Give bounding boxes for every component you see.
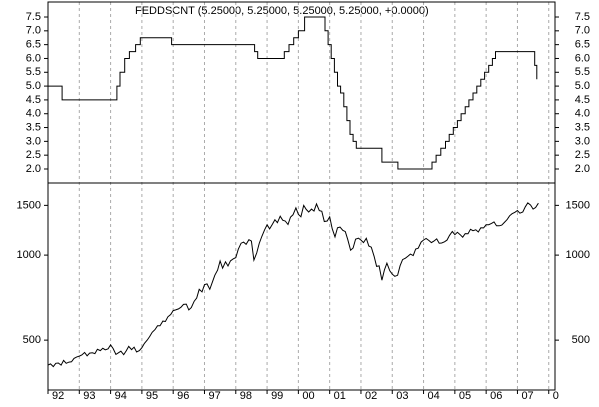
- y-tick-label: 5.0: [575, 80, 590, 92]
- data-line: [47, 202, 539, 368]
- y-tick-label: 4.5: [575, 94, 590, 106]
- y-tick-label: 6.5: [26, 39, 41, 51]
- x-tick-label: 92: [52, 390, 64, 402]
- x-tick-label: 0: [553, 390, 559, 402]
- y-tick-label: 500: [23, 334, 41, 346]
- y-tick-label: 5.0: [26, 80, 41, 92]
- y-tick-label: 2.5: [575, 149, 590, 161]
- y-tick-label: 1000: [566, 249, 590, 261]
- x-tick-label: 07: [521, 390, 533, 402]
- x-tick-label: 99: [271, 390, 283, 402]
- x-tick-label: 02: [365, 390, 377, 402]
- y-tick-label: 7.5: [26, 11, 41, 23]
- x-tick-label: 93: [83, 390, 95, 402]
- y-tick-label: 2.0: [26, 163, 41, 175]
- x-tick-label: 00: [302, 390, 314, 402]
- data-line: [48, 16, 538, 170]
- x-tick-label: 01: [334, 390, 346, 402]
- y-tick-label: 4.5: [26, 94, 41, 106]
- y-tick-label: 1500: [566, 199, 590, 211]
- y-tick-label: 3.5: [26, 121, 41, 133]
- y-tick-label: 7.5: [575, 11, 590, 23]
- x-tick-label: 97: [208, 390, 220, 402]
- x-tick-label: 96: [177, 390, 189, 402]
- x-tick-label: 06: [490, 390, 502, 402]
- y-tick-label: 3.0: [26, 135, 41, 147]
- x-tick-label: 03: [396, 390, 408, 402]
- y-tick-label: 7.0: [26, 25, 41, 37]
- x-tick-label: 05: [459, 390, 471, 402]
- y-tick-label: 2.5: [26, 149, 41, 161]
- y-tick-label: 1500: [17, 199, 41, 211]
- x-tick-label: 04: [428, 390, 440, 402]
- y-tick-label: 6.5: [575, 39, 590, 51]
- y-tick-label: 5.5: [575, 66, 590, 78]
- y-tick-label: 2.0: [575, 163, 590, 175]
- y-tick-label: 6.0: [575, 52, 590, 64]
- y-tick-label: 3.5: [575, 121, 590, 133]
- plot-frame: [47, 1, 556, 391]
- y-tick-label: 7.0: [575, 25, 590, 37]
- chart-title: FEDDSCNT (5.25000, 5.25000, 5.25000, 5.2…: [135, 5, 429, 17]
- y-tick-label: 500: [572, 334, 590, 346]
- y-tick-label: 5.5: [26, 66, 41, 78]
- y-tick-label: 4.0: [26, 108, 41, 120]
- y-tick-label: 4.0: [575, 108, 590, 120]
- y-tick-label: 6.0: [26, 52, 41, 64]
- y-tick-label: 3.0: [575, 135, 590, 147]
- x-tick-label: 98: [240, 390, 252, 402]
- y-tick-label: 1000: [17, 249, 41, 261]
- x-tick-label: 95: [146, 390, 158, 402]
- x-tick-label: 94: [115, 390, 127, 402]
